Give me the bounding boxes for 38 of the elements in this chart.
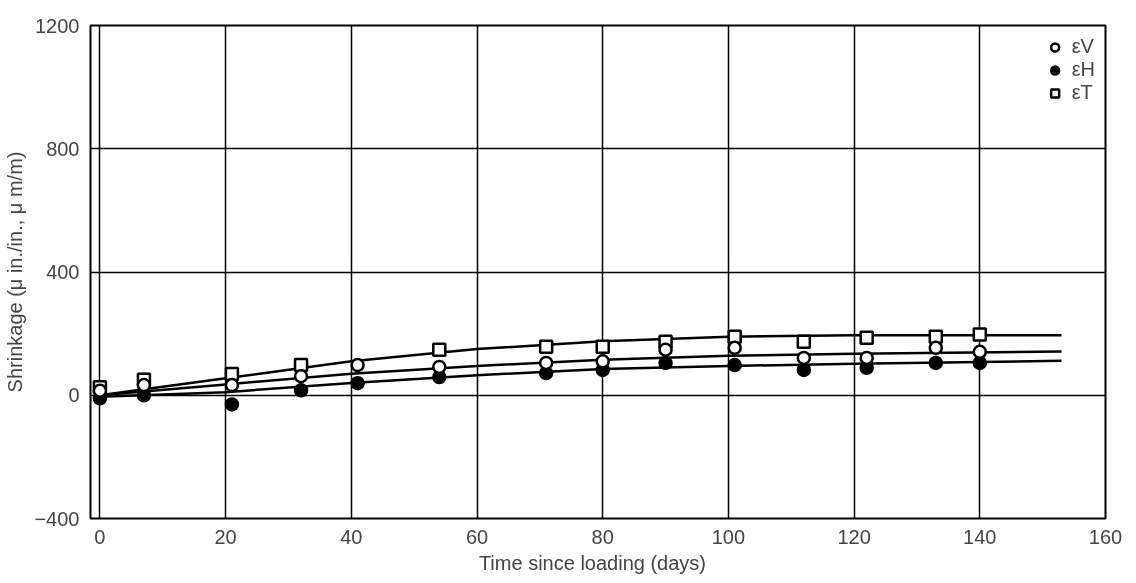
- point: [727, 357, 742, 373]
- point: [658, 355, 673, 371]
- point: [595, 339, 610, 355]
- legend-label: εV: [1071, 35, 1094, 58]
- point: [859, 330, 874, 345]
- x-tick-label: 40: [340, 525, 363, 548]
- y-tick-label: −400: [34, 507, 80, 530]
- y-tick-label: 1200: [35, 14, 80, 37]
- point: [538, 339, 554, 355]
- point: [796, 350, 812, 366]
- x-tick-label: 120: [837, 525, 871, 548]
- x-tick-label: 160: [1088, 525, 1123, 548]
- y-tick-label: 400: [46, 261, 80, 283]
- point: [293, 383, 309, 398]
- point: [972, 344, 988, 360]
- point: [796, 334, 812, 349]
- legend-label: εH: [1071, 58, 1095, 81]
- x-tick-label: 100: [711, 525, 746, 548]
- x-tick-label: 140: [963, 525, 997, 548]
- point: [224, 397, 240, 412]
- x-tick-label: 20: [214, 525, 237, 548]
- point: [224, 377, 240, 393]
- y-tick-label: 0: [68, 384, 80, 407]
- point: [350, 357, 365, 373]
- point: [928, 355, 944, 371]
- x-tick-label: 60: [465, 525, 489, 548]
- point: [727, 340, 742, 356]
- y-axis-title: Shrinkage (μ in./in., μ m/m): [4, 151, 27, 393]
- point: [293, 368, 309, 384]
- x-tick-label: 80: [591, 525, 614, 548]
- legend-label: εT: [1071, 81, 1093, 104]
- y-tick-label: 800: [46, 137, 80, 160]
- x-axis-title: Time since loading (days): [478, 551, 707, 574]
- point: [432, 342, 447, 357]
- point: [972, 327, 988, 342]
- point: [658, 342, 673, 357]
- point: [350, 375, 365, 391]
- x-tick-label: 0: [94, 525, 106, 548]
